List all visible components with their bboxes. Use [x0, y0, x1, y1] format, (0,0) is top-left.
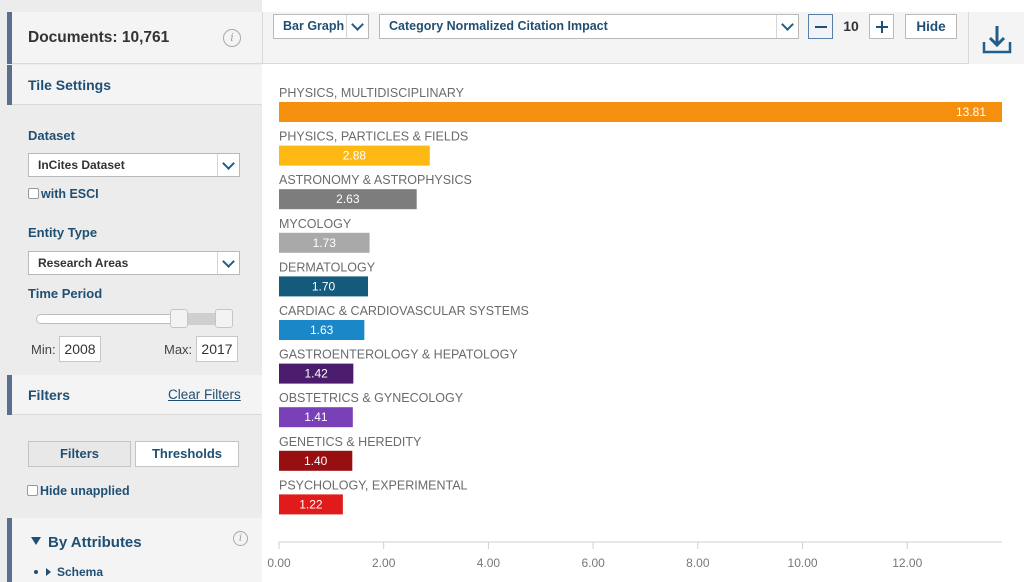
- x-tick-label: 0.00: [267, 556, 291, 570]
- x-tick-label: 2.00: [372, 556, 396, 570]
- section-accent: [7, 12, 12, 64]
- count-value[interactable]: 10: [843, 18, 859, 34]
- chevron-down-icon: [346, 15, 368, 38]
- bar-value-label: 1.40: [304, 454, 328, 468]
- filters-header[interactable]: Filters: [12, 375, 262, 415]
- chevron-down-icon: [217, 252, 239, 274]
- clear-filters-link[interactable]: Clear Filters: [168, 387, 241, 402]
- bar-value-label: 1.22: [299, 497, 323, 511]
- bar-value-label: 1.73: [313, 236, 337, 250]
- decrease-count-button[interactable]: [808, 14, 833, 39]
- bar-value-label: 2.63: [336, 192, 360, 206]
- bar: [279, 494, 343, 515]
- bar: [279, 232, 370, 253]
- slider-min-handle[interactable]: [170, 309, 188, 328]
- bar-value-label: 2.88: [343, 149, 367, 163]
- triangle-down-icon[interactable]: [31, 537, 41, 545]
- bar: [279, 145, 430, 166]
- bar: [279, 363, 354, 384]
- bar: [279, 450, 353, 471]
- bar-value-label: 1.41: [304, 410, 328, 424]
- hide-button[interactable]: Hide: [905, 14, 957, 39]
- dataset-select[interactable]: InCites Dataset: [28, 153, 240, 177]
- tile-settings-header[interactable]: Tile Settings: [12, 65, 262, 105]
- metric-value: Category Normalized Citation Impact: [389, 19, 608, 33]
- bar: [279, 102, 1002, 122]
- category-label: PHYSICS, MULTIDISCIPLINARY: [279, 86, 465, 100]
- bar-chart: PHYSICS, MULTIDISCIPLINARY 13.81 PHYSICS, …: [267, 86, 1002, 570]
- esci-label: with ESCI: [41, 187, 99, 201]
- category-label: MYCOLOGY: [279, 217, 352, 231]
- bar: [279, 320, 365, 340]
- category-label: OBSTETRICS & GYNECOLOGY: [279, 391, 464, 405]
- slider-range: [179, 313, 224, 325]
- dataset-label: Dataset: [28, 128, 75, 143]
- bar-value-label: 13.81: [956, 105, 986, 119]
- slider-max-handle[interactable]: [215, 309, 233, 328]
- chart-type-select[interactable]: Bar Graph: [273, 14, 369, 39]
- x-tick-label: 10.00: [788, 556, 818, 570]
- filters-title: Filters: [28, 387, 71, 403]
- attributes-panel: [12, 518, 262, 582]
- thresholds-tab-button[interactable]: Thresholds: [135, 441, 239, 467]
- schema-label: Schema: [57, 565, 104, 579]
- chevron-down-icon: [776, 15, 798, 38]
- entity-type-label: Entity Type: [28, 225, 98, 240]
- category-label: CARDIAC & CARDIOVASCULAR SYSTEMS: [279, 304, 529, 318]
- bar-value-label: 1.42: [304, 367, 328, 381]
- min-label: Min:: [31, 342, 56, 357]
- schema-item[interactable]: Schema: [34, 565, 103, 579]
- hide-unapplied-row[interactable]: Hide unapplied: [27, 484, 130, 498]
- category-label: PSYCHOLOGY, EXPERIMENTAL: [279, 478, 468, 492]
- bar-value-label: 1.70: [312, 279, 336, 293]
- info-icon[interactable]: i: [223, 29, 241, 47]
- entity-type-select[interactable]: Research Areas: [28, 251, 240, 275]
- triangle-right-icon: [46, 568, 51, 576]
- dataset-value: InCites Dataset: [38, 158, 125, 172]
- hide-unapplied-checkbox[interactable]: [27, 485, 38, 496]
- bar: [279, 407, 353, 428]
- download-button[interactable]: [968, 12, 1024, 64]
- esci-checkbox[interactable]: [28, 188, 39, 199]
- time-period-label: Time Period: [28, 286, 103, 301]
- category-label: GENETICS & HEREDITY: [279, 435, 422, 449]
- bar-value-label: 1.63: [310, 323, 334, 337]
- chart-type-value: Bar Graph: [283, 19, 345, 33]
- x-tick-label: 6.00: [581, 556, 605, 570]
- metric-select[interactable]: Category Normalized Citation Impact: [379, 14, 799, 39]
- section-accent: [7, 518, 12, 582]
- x-tick-label: 4.00: [477, 556, 501, 570]
- max-year-input[interactable]: 2017: [196, 336, 238, 362]
- documents-header: Documents: 10,761 i: [12, 12, 262, 64]
- bullet-icon: [34, 570, 38, 574]
- esci-checkbox-row[interactable]: with ESCI: [28, 187, 99, 201]
- x-tick-label: 8.00: [686, 556, 710, 570]
- category-label: DERMATOLOGY: [279, 260, 376, 274]
- category-label: ASTRONOMY & ASTROPHYSICS: [279, 173, 472, 187]
- section-accent: [7, 65, 12, 105]
- category-label: GASTROENTEROLOGY & HEPATOLOGY: [279, 348, 518, 362]
- min-year-input[interactable]: 2008: [59, 336, 101, 362]
- documents-count: Documents: 10,761: [28, 29, 170, 46]
- filters-tab-button[interactable]: Filters: [28, 441, 131, 467]
- hide-unapplied-label: Hide unapplied: [40, 484, 130, 498]
- chevron-down-icon: [217, 154, 239, 176]
- max-label: Max:: [164, 342, 193, 357]
- sidebar: Documents: 10,761 i Tile Settings Datase…: [0, 0, 262, 582]
- x-tick-label: 12.00: [892, 556, 922, 570]
- increase-count-button[interactable]: [869, 14, 894, 39]
- download-icon: [982, 26, 1012, 54]
- bar: [279, 189, 417, 210]
- entity-type-value: Research Areas: [38, 256, 129, 270]
- bar: [279, 276, 369, 297]
- info-icon[interactable]: i: [233, 531, 248, 546]
- tile-settings-title: Tile Settings: [28, 77, 111, 93]
- category-label: PHYSICS, PARTICLES & FIELDS: [279, 130, 468, 144]
- section-accent: [7, 375, 12, 415]
- by-attributes-title[interactable]: By Attributes: [48, 534, 142, 551]
